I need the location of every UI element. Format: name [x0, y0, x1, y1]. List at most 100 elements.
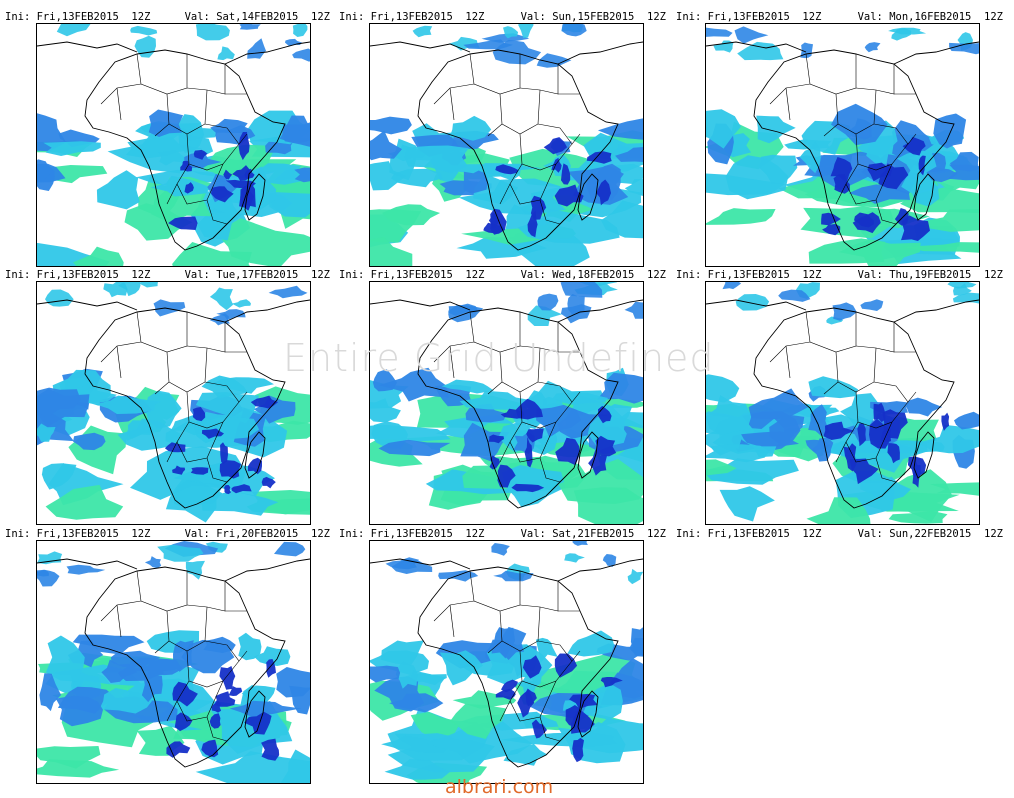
precip-light-area — [73, 246, 124, 266]
precip-light-area — [426, 720, 533, 764]
precipitation-map — [369, 540, 644, 784]
africa-coastline — [84, 307, 286, 509]
country-border — [501, 89, 541, 135]
valid-time-label: Val: Sun,15FEB2015 12Z — [520, 11, 666, 23]
precip-heavy-core — [849, 458, 879, 485]
country-border — [855, 64, 895, 95]
precip-moderate-area — [734, 26, 769, 44]
precip-heavy-core — [489, 455, 500, 470]
precip-heavy-core — [595, 435, 617, 457]
precip-heavy-core — [219, 460, 242, 479]
panel-header: Ini: Fri,13FEB2015 12Z Val: Sat,14FEB201… — [5, 10, 330, 24]
precip-heavy-core — [201, 739, 219, 758]
precip-moderate-area — [706, 27, 733, 37]
precip-moderate-area — [503, 26, 519, 39]
country-border — [136, 570, 188, 612]
country-border — [186, 64, 226, 95]
precip-heavy-core — [823, 421, 855, 440]
precip-moderate-area — [897, 150, 937, 173]
init-time-label: Ini: Fri,13FEB2015 12Z — [339, 528, 485, 540]
precip-light-area — [280, 749, 310, 783]
forecast-panel-2: Ini: Fri,13FEB2015 12Z Val: Sun,15FEB201… — [339, 10, 666, 267]
precip-moderate-area — [499, 626, 527, 660]
precip-light-area — [873, 469, 952, 523]
africa-coastline — [84, 49, 286, 251]
country-border — [837, 347, 877, 393]
forecast-panel-8: Ini: Fri,13FEB2015 12Z Val: Sat,21FEB201… — [339, 527, 666, 784]
precip-moderate-area — [37, 387, 81, 418]
precip-moderate-area — [706, 395, 752, 436]
precip-light-area — [839, 239, 921, 266]
precip-moderate-area — [378, 367, 449, 402]
precip-moderate-area — [769, 415, 805, 445]
precip-moderate-area — [276, 667, 310, 698]
country-border — [873, 381, 917, 403]
precip-light-area — [201, 490, 279, 516]
africa-coastline — [417, 49, 619, 251]
precip-moderate-area — [37, 159, 53, 182]
madagascar-coastline — [577, 173, 599, 221]
precip-moderate-area — [706, 444, 770, 463]
country-border — [837, 89, 877, 135]
country-border — [537, 123, 581, 145]
precip-moderate-area — [231, 299, 251, 308]
precip-light-area — [888, 510, 948, 524]
precip-moderate-area — [800, 42, 813, 59]
precip-moderate-area — [370, 398, 401, 423]
country-border — [186, 650, 240, 688]
precip-heavy-core — [600, 677, 623, 688]
country-border — [501, 347, 541, 393]
precip-moderate-area — [560, 282, 603, 298]
precip-moderate-area — [404, 145, 469, 174]
precip-moderate-area — [378, 439, 451, 457]
init-time-label: Ini: Fri,13FEB2015 12Z — [676, 11, 822, 23]
precip-heavy-core — [822, 224, 841, 236]
precip-moderate-area — [737, 41, 784, 61]
precip-heavy-core — [214, 691, 236, 707]
precip-moderate-area — [849, 118, 872, 140]
precip-moderate-area — [217, 46, 235, 61]
precip-moderate-area — [950, 151, 979, 172]
forecast-panel-4: Ini: Fri,13FEB2015 12Z Val: Tue,17FEB201… — [5, 268, 330, 525]
mediterranean-coastline — [370, 41, 643, 65]
precip-heavy-core — [172, 681, 198, 707]
precip-heavy-core — [193, 149, 208, 160]
precip-moderate-area — [735, 294, 770, 311]
precip-heavy-core — [250, 395, 279, 409]
precip-moderate-area — [45, 635, 85, 682]
precip-heavy-core — [483, 222, 505, 234]
valid-time-label: Val: Sat,21FEB2015 12Z — [520, 528, 666, 540]
precipitation-map — [36, 281, 311, 525]
precip-moderate-area — [125, 137, 202, 159]
country-border — [519, 650, 573, 688]
site-watermark: albrari.com — [445, 776, 554, 798]
madagascar-coastline — [244, 173, 266, 221]
precip-heavy-core — [211, 186, 234, 203]
precip-moderate-area — [45, 289, 74, 307]
precip-moderate-area — [602, 554, 617, 567]
country-border — [539, 457, 561, 483]
precip-moderate-area — [157, 149, 185, 166]
precip-moderate-area — [134, 35, 156, 58]
precip-light-area — [924, 209, 979, 232]
precip-moderate-area — [412, 25, 433, 38]
precip-light-area — [564, 718, 643, 754]
madagascar-coastline — [244, 431, 266, 479]
precip-moderate-area — [95, 395, 156, 414]
precip-moderate-area — [103, 282, 128, 298]
precip-moderate-area — [832, 302, 857, 321]
precip-moderate-area — [144, 556, 162, 569]
valid-time-label: Val: Sun,22FEB2015 12Z — [857, 528, 1003, 540]
country-border — [166, 441, 178, 463]
mediterranean-coastline — [37, 299, 310, 323]
country-border — [186, 391, 240, 429]
africa-coastline — [417, 566, 619, 768]
country-border — [176, 680, 224, 722]
precip-moderate-area — [292, 48, 310, 62]
precip-heavy-core — [570, 708, 595, 734]
precip-moderate-area — [370, 130, 402, 161]
valid-time-label: Val: Thu,19FEB2015 12Z — [857, 269, 1003, 281]
precip-heavy-core — [488, 434, 504, 444]
panel-header: Ini: Fri,13FEB2015 12Z Val: Thu,19FEB201… — [676, 268, 1003, 282]
country-border — [100, 341, 142, 363]
